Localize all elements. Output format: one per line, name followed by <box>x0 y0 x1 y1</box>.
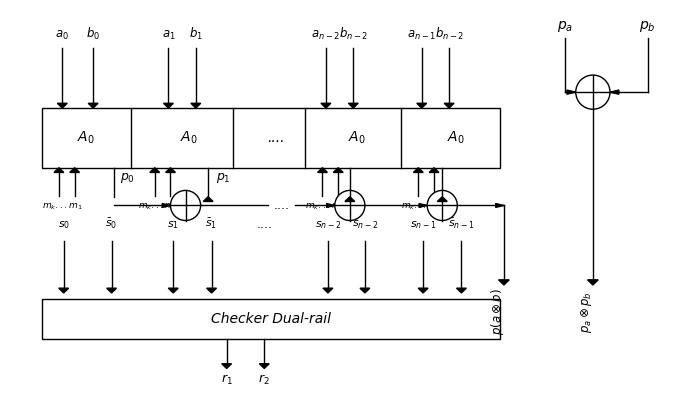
Polygon shape <box>345 197 355 201</box>
Polygon shape <box>417 103 427 108</box>
Text: $p_b$: $p_b$ <box>639 20 656 34</box>
Polygon shape <box>333 168 343 172</box>
Text: $s_1$: $s_1$ <box>167 219 179 231</box>
Polygon shape <box>610 90 619 94</box>
Text: $m_k ... m_1$: $m_k ... m_1$ <box>305 201 346 212</box>
Polygon shape <box>419 203 427 207</box>
Text: $\bar{s}_1$: $\bar{s}_1$ <box>206 217 217 231</box>
Text: $p_1$: $p_1$ <box>216 171 231 185</box>
Polygon shape <box>321 103 331 108</box>
Polygon shape <box>318 168 327 172</box>
Polygon shape <box>58 103 67 108</box>
Polygon shape <box>414 168 423 172</box>
Text: ....: .... <box>257 218 272 231</box>
Polygon shape <box>206 288 217 293</box>
Text: $s_{n-1}$: $s_{n-1}$ <box>410 219 436 231</box>
Text: $m_k ... m_1$: $m_k ... m_1$ <box>138 201 178 212</box>
Text: $p_a$: $p_a$ <box>558 20 573 34</box>
Polygon shape <box>259 364 269 369</box>
Polygon shape <box>163 203 171 207</box>
Ellipse shape <box>427 190 458 221</box>
Text: $m_k ... m_1$: $m_k ... m_1$ <box>42 201 83 212</box>
Ellipse shape <box>335 190 365 221</box>
Polygon shape <box>203 197 213 201</box>
Polygon shape <box>429 168 439 172</box>
Polygon shape <box>323 288 333 293</box>
Polygon shape <box>499 280 509 285</box>
Text: $\bar{s}_{n-2}$: $\bar{s}_{n-2}$ <box>352 217 378 231</box>
Text: Checker Dual-rail: Checker Dual-rail <box>211 312 331 326</box>
Text: $r_2$: $r_2$ <box>259 372 270 387</box>
Text: $A_0$: $A_0$ <box>180 130 198 146</box>
Text: $p(a \otimes b)$: $p(a \otimes b)$ <box>488 288 506 335</box>
Text: $A_0$: $A_0$ <box>447 130 465 146</box>
Bar <box>42 299 501 339</box>
Polygon shape <box>106 288 117 293</box>
Ellipse shape <box>576 75 610 109</box>
Ellipse shape <box>171 190 200 221</box>
Text: ....: .... <box>268 131 285 145</box>
Polygon shape <box>191 103 201 108</box>
Polygon shape <box>496 203 504 207</box>
Text: $p_0$: $p_0$ <box>120 171 134 185</box>
Text: $r_1$: $r_1$ <box>221 372 233 387</box>
Text: $b_1$: $b_1$ <box>189 26 203 42</box>
Polygon shape <box>587 280 598 285</box>
Polygon shape <box>222 364 232 369</box>
Polygon shape <box>88 103 98 108</box>
Polygon shape <box>163 103 174 108</box>
Polygon shape <box>438 197 447 201</box>
Bar <box>42 108 501 168</box>
Polygon shape <box>445 103 454 108</box>
Text: $a_{n-1}$: $a_{n-1}$ <box>407 30 436 42</box>
Polygon shape <box>567 90 576 94</box>
Text: $b_0$: $b_0$ <box>86 26 100 42</box>
Text: $a_1$: $a_1$ <box>162 30 175 42</box>
Text: $b_{n-2}$: $b_{n-2}$ <box>434 26 464 42</box>
Polygon shape <box>70 168 80 172</box>
Polygon shape <box>168 288 178 293</box>
Polygon shape <box>59 288 69 293</box>
Text: $m_k ... m_1$: $m_k ... m_1$ <box>401 201 442 212</box>
Text: $p_a \otimes p_b$: $p_a \otimes p_b$ <box>578 291 593 333</box>
Text: $A_0$: $A_0$ <box>78 130 95 146</box>
Polygon shape <box>165 168 176 172</box>
Polygon shape <box>418 288 428 293</box>
Text: $A_0$: $A_0$ <box>348 130 366 146</box>
Polygon shape <box>360 288 370 293</box>
Polygon shape <box>456 288 466 293</box>
Text: $\bar{s}_0$: $\bar{s}_0$ <box>106 217 118 231</box>
Text: ....: .... <box>274 199 289 212</box>
Polygon shape <box>327 203 335 207</box>
Polygon shape <box>150 168 160 172</box>
Text: $\bar{s}_{n-1}$: $\bar{s}_{n-1}$ <box>448 217 475 231</box>
Text: $s_{n-2}$: $s_{n-2}$ <box>315 219 341 231</box>
Text: $a_{n-2}$: $a_{n-2}$ <box>311 30 340 42</box>
Text: $b_{n-2}$: $b_{n-2}$ <box>339 26 368 42</box>
Polygon shape <box>348 103 358 108</box>
Text: $s_0$: $s_0$ <box>58 219 70 231</box>
Polygon shape <box>54 168 64 172</box>
Text: $a_0$: $a_0$ <box>56 30 69 42</box>
